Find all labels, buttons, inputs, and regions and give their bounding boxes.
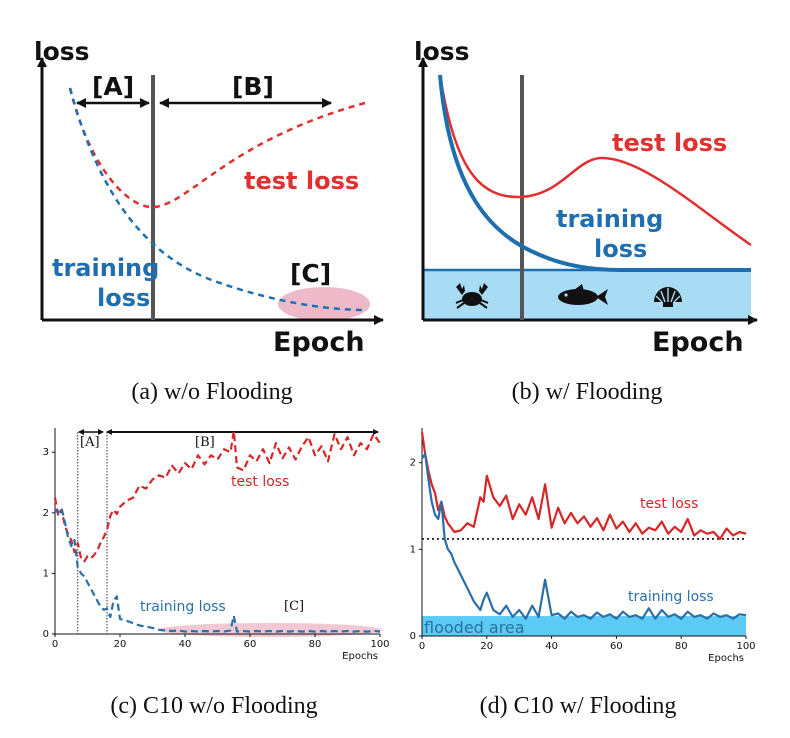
flooded-area-label: flooded area bbox=[424, 618, 525, 637]
x-tick-label: 0 bbox=[52, 639, 58, 650]
region-label: [C] bbox=[284, 599, 304, 614]
x-tick-label: 0 bbox=[419, 641, 425, 652]
training-loss-line bbox=[421, 452, 747, 620]
x-tick-label: 40 bbox=[545, 641, 558, 652]
x-tick-label: 100 bbox=[736, 641, 755, 652]
test-loss-label: test loss bbox=[612, 129, 727, 157]
y-axis-label: loss bbox=[34, 37, 90, 66]
region-label: [B] bbox=[195, 435, 215, 450]
region-a-label: [A] bbox=[92, 72, 134, 101]
flooded-area bbox=[422, 616, 746, 636]
x-tick-label: 80 bbox=[309, 639, 322, 650]
y-tick-label: 1 bbox=[43, 568, 49, 579]
panel-d: 0 20 40 60 80 100 0 1 2 Epochs test loss training l… bbox=[410, 428, 756, 664]
caption-a: (a) w/o Flooding bbox=[131, 379, 292, 405]
y-tick-label: 0 bbox=[43, 629, 49, 640]
y-tick-label: 1 bbox=[410, 544, 416, 555]
x-tick-label: 60 bbox=[610, 641, 623, 652]
test-loss-label: test loss bbox=[244, 167, 359, 195]
training-loss-label-2: loss bbox=[97, 284, 150, 312]
region-b-label: [B] bbox=[232, 72, 274, 101]
x-axis-label: Epoch bbox=[273, 327, 365, 358]
training-loss-curve bbox=[68, 87, 368, 312]
training-loss-line bbox=[54, 506, 381, 633]
y-tick-label: 2 bbox=[43, 508, 49, 519]
panel-a: loss Epoch [A] [B] [C] test loss trainin… bbox=[34, 37, 384, 358]
y-tick-label: 2 bbox=[410, 458, 416, 469]
training-loss-label-1: training bbox=[52, 254, 159, 282]
test-loss-curve bbox=[438, 74, 752, 247]
training-loss-label-1: training bbox=[556, 205, 663, 233]
training-loss-label-2: loss bbox=[594, 235, 647, 263]
training-loss-label: training loss bbox=[140, 599, 226, 615]
caption-d: (d) C10 w/ Flooding bbox=[480, 693, 677, 719]
test-loss-line bbox=[53, 429, 381, 563]
x-tick-label: 100 bbox=[370, 639, 389, 650]
x-axis-label: Epochs bbox=[708, 653, 744, 664]
y-tick-label: 0 bbox=[410, 631, 416, 642]
test-loss-line bbox=[420, 432, 747, 540]
y-tick-label: 3 bbox=[43, 447, 49, 458]
x-tick-label: 20 bbox=[114, 639, 127, 650]
x-tick-label: 60 bbox=[244, 639, 257, 650]
region-c-label: [C] bbox=[290, 259, 331, 288]
training-loss-curve bbox=[438, 74, 751, 272]
test-loss-curve bbox=[68, 87, 366, 209]
x-axis-label: Epoch bbox=[652, 327, 744, 358]
y-axis-label: loss bbox=[414, 37, 470, 66]
overfit-zone-ellipse bbox=[278, 286, 370, 322]
x-tick-label: 40 bbox=[179, 639, 192, 650]
region-label: [A] bbox=[80, 435, 100, 450]
shell-icon bbox=[654, 287, 682, 307]
crab-icon bbox=[455, 283, 489, 309]
training-loss-label: training loss bbox=[628, 589, 714, 605]
caption-b: (b) w/ Flooding bbox=[512, 379, 663, 405]
x-tick-label: 80 bbox=[675, 641, 688, 652]
caption-c: (c) C10 w/o Flooding bbox=[110, 693, 317, 719]
fish-icon bbox=[558, 284, 608, 305]
x-axis-label: Epochs bbox=[342, 651, 378, 662]
panel-c: 0 20 40 60 80 100 0 1 2 3 Epochs test loss training … bbox=[43, 428, 390, 662]
x-tick-label: 20 bbox=[480, 641, 493, 652]
test-loss-label: test loss bbox=[640, 496, 698, 512]
panel-b: loss Epoch test loss training loss bbox=[414, 37, 758, 358]
test-loss-label: test loss bbox=[231, 474, 289, 490]
